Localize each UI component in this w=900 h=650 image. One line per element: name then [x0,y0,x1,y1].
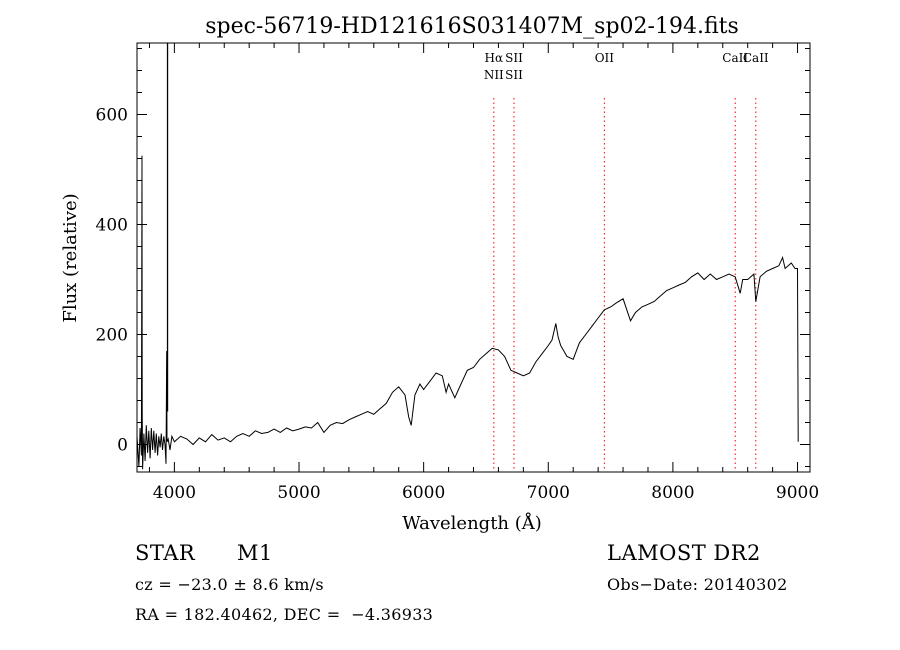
x-tick-label: 4000 [153,483,196,503]
x-axis-label: Wavelength (Å) [402,512,542,534]
x-tick-label: 5000 [277,483,320,503]
object-type: STAR [135,541,196,565]
obs-date: Obs−Date: 20140302 [607,575,788,594]
y-tick-label: 400 [96,216,128,236]
spectral-line-label: CaII [722,51,748,65]
spectral-line-label: Hα [485,51,504,65]
spectral-line-label: CaII [743,51,769,65]
x-tick-label: 7000 [527,483,570,503]
survey-name: LAMOST DR2 [607,541,761,565]
x-tick-label: 8000 [651,483,694,503]
spectral-line-label: OII [595,51,615,65]
y-tick-label: 600 [96,106,128,126]
redshift-text: cz = −23.0 ± 8.6 km/s [135,575,324,594]
y-tick-label: 0 [117,436,128,456]
chart-title: spec-56719-HD121616S031407M_sp02-194.fit… [205,14,739,39]
spectral-line-label: SII [505,51,523,65]
subclass: M1 [237,541,273,565]
y-axis-label: Flux (relative) [60,193,81,322]
plot-frame [136,42,811,473]
x-tick-label: 6000 [402,483,445,503]
x-tick-label: 9000 [776,483,819,503]
spectrum-line [136,155,799,470]
y-tick-label: 200 [96,326,128,346]
spectral-line-label: NII [484,68,504,82]
coordinates: RA = 182.40462, DEC = −4.36933 [135,605,434,624]
spectral-line-label: SII [505,68,523,82]
